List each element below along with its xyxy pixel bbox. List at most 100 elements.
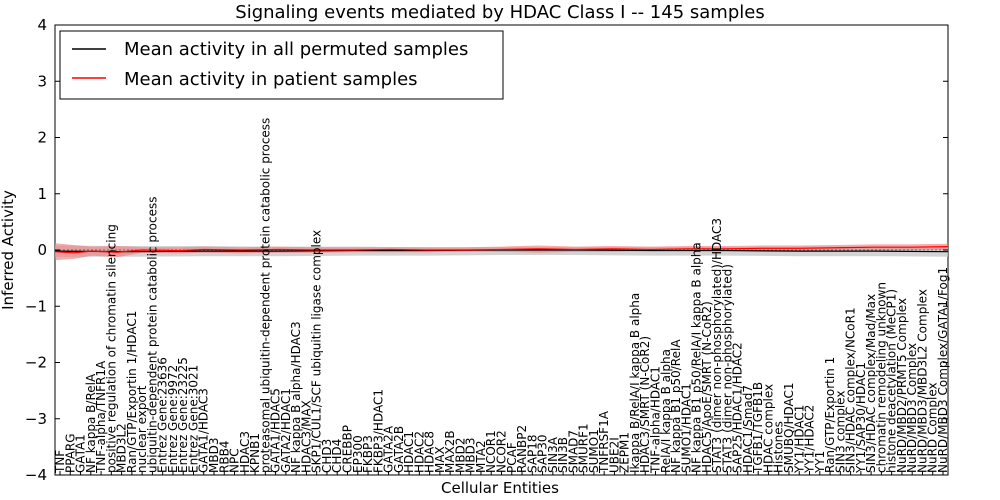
x-tick-label: SIN3B [556,437,570,473]
x-tick-label: NCOR2 [495,430,509,473]
y-axis: −4 −3 −2 −1 0 1 2 3 4 [25,16,948,484]
x-tick-label: SAP18 [525,434,539,473]
x-tick-label: GATA1/HDAC3 [197,388,211,473]
x-tick-label: MBD3L2 [115,423,129,473]
x-tick-label: SIN3A [546,436,560,473]
x-tick-label: YY1/SAP30/HDAC1 [854,362,868,474]
x-tick-label: MBD3 [207,438,221,473]
x-tick-label: ZEPM1 [618,432,632,473]
chart-title: Signaling events mediated by HDAC Class … [235,2,764,23]
x-tick-label: PPARG [63,433,77,473]
x-tick-label: YY1/HDAC1 [792,405,806,474]
x-tick-label: CHD4 [330,439,344,473]
x-tick-label: TNF-alpha/TNFR1A [94,360,108,474]
x-tick-label: HDAC3 [238,431,252,473]
y-tick-label: −4 [25,466,47,484]
x-tick-label: SUMO1/HDAC1 [679,383,693,473]
x-tick-label: TNFRSF1A [597,410,611,474]
y-tick-label: 4 [37,16,47,34]
x-tick-label: Entrez Gene:9972 [166,365,180,473]
x-tick-label: CHD3 [320,439,334,473]
x-tick-label: Entrez Gene:3021 [186,365,200,473]
x-tick-label: YY1/HDAC2 [803,405,817,474]
y-tick-label: 2 [37,129,47,147]
x-tick-label: FKBP3/HDAC1 [371,389,385,473]
x-tick-label: histone deacetylation (MeCP1) [885,289,899,473]
x-tick-label: SMURF1 [577,423,591,473]
y-tick-label: −1 [25,297,47,315]
x-tick-label: SIN3/HDAC complex/NCoR1 [844,307,858,473]
legend-label-permuted: Mean activity in all permuted samples [124,39,468,60]
x-tick-label: proteasomal ubiquitin-dependent protein … [258,118,272,473]
x-tick-label: NPC [228,448,242,473]
x-tick-label: NuRD/MBD2/PRMT5 Complex [895,298,909,473]
x-tick-label: NuRD Complex [926,382,940,473]
x-tick-label: STAT3 (dimer non-phosphorylated) [720,264,734,473]
x-tick-label: CREBBP [340,425,354,473]
x-tick-label: MTA2 [474,440,488,473]
x-tick-label: NuRD/MBD3 Complex [905,343,919,473]
x-tick-label: nuclear export [135,385,149,473]
x-tick-label: GATA2A [382,425,396,473]
x-tick-label: GATA2B [392,426,406,473]
band-series-1 [55,243,948,261]
x-tick-label: GATA1 [74,434,88,473]
x-tick-label: NF kappa B1 p50/RelA/I kappa B alpha [690,242,704,473]
x-tick-label: UBE2I [607,437,621,473]
x-tick-label: GATA2/HDAC1 [279,388,293,473]
x-tick-label: Entrez Gene:23636 [156,357,170,473]
x-tick-label: NF kappa B alpha/HDAC3 [289,321,303,473]
legend-box [59,30,504,100]
x-tick-label: Ikappa B/RelA/I kappa B alpha [628,293,642,473]
x-tick-label: TGFB1/TGFB1B [751,382,765,474]
y-tick-label: 0 [37,241,47,259]
x-tick-label: KPNB1 [248,433,262,473]
y-tick-label: −2 [25,354,47,372]
legend: Mean activity in all permuted samples Me… [59,30,504,100]
x-tick-label: MAX [433,446,447,473]
series-line-1 [54,246,949,254]
x-tick-label: NF kappa B/RelA [84,373,98,473]
x-tick-label: NuRD/MBD3 Complex/GATA1/Fog1 [936,267,950,473]
x-tick-label: TNF-alpha/HDAC1 [649,366,663,474]
x-axis-title: Cellular Entities [441,479,559,497]
x-tick-label: RBB4 [217,441,231,473]
x-tick-label: STAT3 (dimer non-phosphorylated)/HDAC3 [710,218,724,473]
x-tick-label: SAP25/HDAC1/HDAC2 [731,342,745,473]
x-tick-label: HDAC3/SMRT (N-CoR2) [638,336,652,473]
x-tick-label: SAP30 [536,434,550,473]
x-tick-label: HDAC8 [423,431,437,473]
x-tick-label: SKP1/CUL1/SCF ubiquitin ligase complex [310,230,324,473]
y-tick-label: 1 [37,185,47,203]
x-tick-label: RelA/I kappa B alpha [659,349,673,473]
y-axis-title: Inferred Activity [0,190,17,310]
x-tick-label: HDAC5/ApoE/SMRT (N-CoR2) [700,301,714,473]
x-tick-label: HDAC1 [402,431,416,473]
x-tick-label: NuRD/MBD3/MBD3L2 Complex [915,289,929,473]
x-tick-label: GATA1/HDAC5 [269,388,283,473]
x-tick-label: NCOR1 [484,430,498,473]
x-tick-label: chromatin remodeling unknown [874,282,888,473]
x-tick-label: SUMO1 [587,429,601,473]
x-tick-label: Ran/GTP/Exportin 1 [823,357,837,473]
legend-label-patient: Mean activity in patient samples [124,69,418,90]
x-tick-label: positive regulation of chromatin silenci… [104,224,118,473]
x-tick-label: MBD2 [453,438,467,473]
x-tick-label: HDAC1/Smad7 [741,385,755,473]
x-tick-label: MAX2B [443,430,457,473]
x-tick-label: Entrez Gene:23225 [176,357,190,473]
x-tick-label: NF kappa B1 p50/RelA [669,339,683,473]
x-tick-label: RANBP2 [515,425,529,473]
y-tick-label: 3 [37,72,47,90]
x-tick-label: SIN3/HDAC complex/Mad/Max [864,294,878,473]
x-tick-label: HDAC3/MAX [299,400,313,473]
x-tick-label: HDAC complex [761,384,775,473]
x-tick-label: FKBP3 [361,435,375,473]
x-tick-label: ubiquitin-dependent protein catabolic pr… [145,197,159,473]
x-tick-label: Ran/GTP/Exportin 1/HDAC1 [125,311,139,473]
y-tick-label: −3 [25,410,47,428]
series-lines [54,246,949,254]
x-tick-label: Histones [772,421,786,473]
